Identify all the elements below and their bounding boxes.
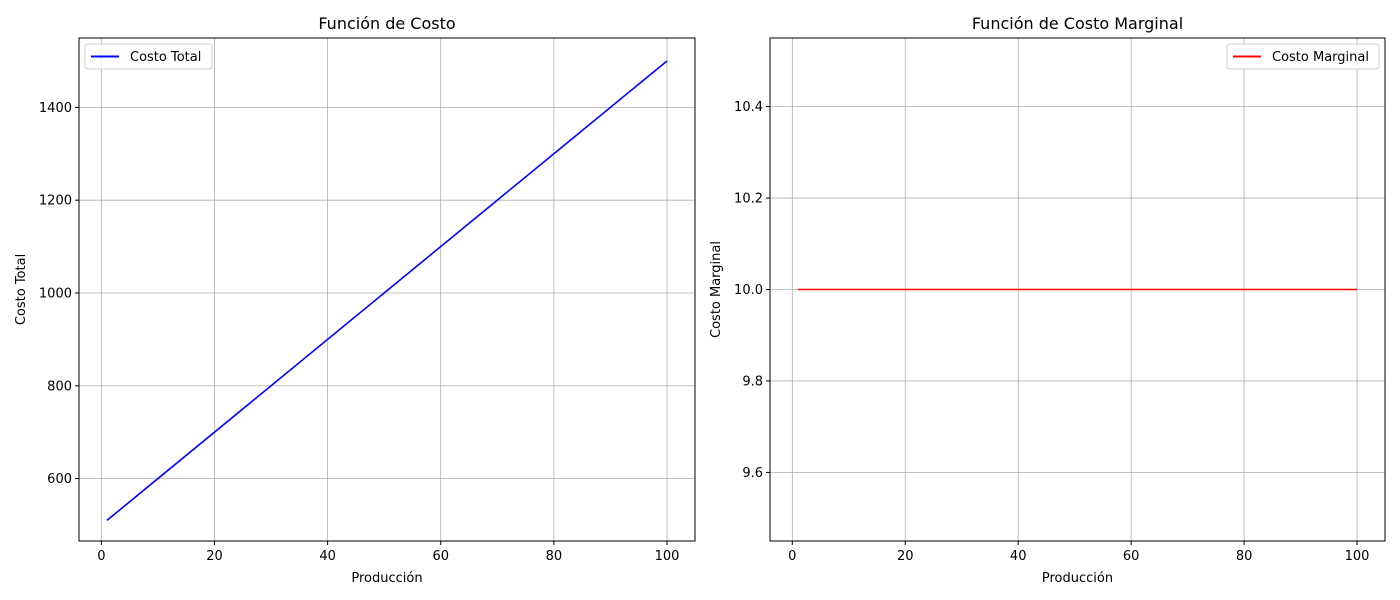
- x-tick-label: 20: [206, 549, 223, 564]
- legend-box: [84, 43, 213, 70]
- legend-label: Costo Total: [130, 50, 201, 65]
- y-axis-label: Costo Total: [14, 254, 29, 325]
- x-tick-label: 60: [432, 549, 449, 564]
- y-tick-label: 1400: [39, 101, 72, 116]
- chart-panel-2: 0 20 40 60 80 100 9.6 9.8 10.0 10.2 10.4 Función de…: [709, 14, 1386, 586]
- plot-frame: [78, 37, 696, 542]
- x-tick-label: 40: [1010, 549, 1027, 564]
- y-tick-label: 9.8: [742, 374, 763, 389]
- y-axis-label: Costo Marginal: [709, 241, 724, 338]
- legend: Costo Total: [84, 43, 213, 70]
- x-tick-label: 0: [97, 549, 105, 564]
- legend: Costo Marginal: [1226, 43, 1380, 70]
- series-line-costo-total: [106, 60, 668, 521]
- x-tick-label: 100: [1345, 549, 1370, 564]
- x-tick-label: 40: [319, 549, 336, 564]
- y-tick-label: 10.0: [734, 283, 763, 298]
- y-tick-label: 10.4: [734, 100, 763, 115]
- x-tick-label: 0: [788, 549, 796, 564]
- chart-title: Función de Costo: [318, 14, 455, 33]
- y-tick-label: 800: [47, 379, 72, 394]
- y-tick-label: 1000: [39, 286, 72, 301]
- chart-title: Función de Costo Marginal: [972, 14, 1183, 33]
- x-axis-label: Producción: [351, 571, 422, 586]
- y-tick-label: 9.6: [742, 466, 763, 481]
- legend-label: Costo Marginal: [1272, 50, 1369, 65]
- chart-panel-1: 0 20 40 60 80 100 600 800 1000 1200 1400 Función de…: [14, 14, 696, 586]
- y-tick-label: 1200: [39, 194, 72, 209]
- legend-box: [1226, 43, 1380, 70]
- y-tick-label: 600: [47, 472, 72, 487]
- y-tick-label: 10.2: [734, 192, 763, 207]
- x-tick-label: 100: [655, 549, 680, 564]
- x-tick-label: 60: [1123, 549, 1140, 564]
- x-axis-label: Producción: [1042, 571, 1113, 586]
- x-tick-label: 20: [897, 549, 914, 564]
- x-tick-label: 80: [546, 549, 563, 564]
- x-tick-label: 80: [1236, 549, 1253, 564]
